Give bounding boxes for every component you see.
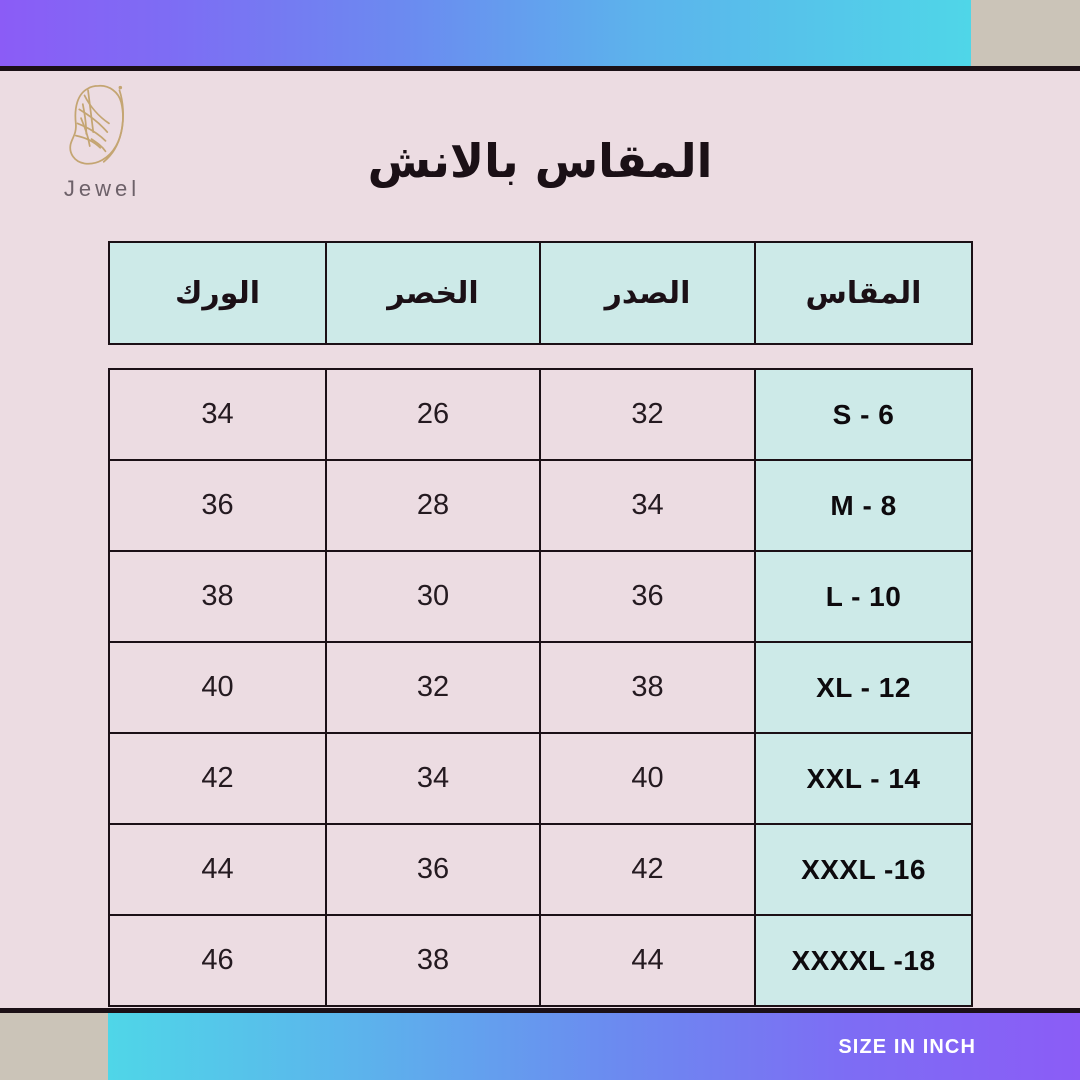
cell-waist: 38 bbox=[325, 914, 541, 1007]
table-header-row: المقاس الصدر الخصر الورك bbox=[108, 241, 973, 345]
cell-size: M - 8 bbox=[754, 459, 973, 552]
cell-chest: 44 bbox=[539, 914, 756, 1007]
cell-waist: 28 bbox=[325, 459, 541, 552]
cell-waist: 36 bbox=[325, 823, 541, 916]
cell-size: XL - 12 bbox=[754, 641, 973, 734]
brand-logo: Jewel bbox=[32, 78, 172, 218]
cell-chest: 36 bbox=[539, 550, 756, 643]
table-row: XXL - 14 40 34 42 bbox=[108, 732, 973, 825]
cell-size: S - 6 bbox=[754, 368, 973, 461]
cell-waist: 30 bbox=[325, 550, 541, 643]
size-table-header: المقاس الصدر الخصر الورك bbox=[108, 241, 973, 345]
butterfly-wing-icon bbox=[69, 84, 124, 165]
table-row: M - 8 34 28 36 bbox=[108, 459, 973, 552]
table-row: S - 6 32 26 34 bbox=[108, 368, 973, 461]
cell-size: XXXL -16 bbox=[754, 823, 973, 916]
cell-waist: 26 bbox=[325, 368, 541, 461]
column-header-chest: الصدر bbox=[539, 241, 756, 345]
table-row: XXXXL -18 44 38 46 bbox=[108, 914, 973, 1007]
brand-name: Jewel bbox=[63, 176, 141, 201]
cell-hip: 34 bbox=[108, 368, 327, 461]
cell-hip: 44 bbox=[108, 823, 327, 916]
cell-size: XXL - 14 bbox=[754, 732, 973, 825]
size-table-body: S - 6 32 26 34 M - 8 34 28 36 L - 10 36 … bbox=[108, 368, 973, 1007]
cell-chest: 40 bbox=[539, 732, 756, 825]
top-gradient-bar bbox=[0, 0, 971, 66]
cell-hip: 36 bbox=[108, 459, 327, 552]
column-header-size: المقاس bbox=[754, 241, 973, 345]
top-divider-rule bbox=[0, 66, 1080, 71]
column-header-waist: الخصر bbox=[325, 241, 541, 345]
cell-hip: 42 bbox=[108, 732, 327, 825]
cell-size: XXXXL -18 bbox=[754, 914, 973, 1007]
cell-waist: 32 bbox=[325, 641, 541, 734]
cell-size: L - 10 bbox=[754, 550, 973, 643]
cell-chest: 32 bbox=[539, 368, 756, 461]
unit-label: SIZE IN INCH bbox=[838, 1036, 976, 1058]
column-header-hip: الورك bbox=[108, 241, 327, 345]
cell-hip: 40 bbox=[108, 641, 327, 734]
table-row: XL - 12 38 32 40 bbox=[108, 641, 973, 734]
cell-hip: 38 bbox=[108, 550, 327, 643]
bottom-divider-rule bbox=[0, 1008, 1080, 1013]
cell-chest: 42 bbox=[539, 823, 756, 916]
bottom-gradient-bar bbox=[108, 1013, 1080, 1080]
cell-chest: 38 bbox=[539, 641, 756, 734]
cell-chest: 34 bbox=[539, 459, 756, 552]
table-row: XXXL -16 42 36 44 bbox=[108, 823, 973, 916]
cell-waist: 34 bbox=[325, 732, 541, 825]
cell-hip: 46 bbox=[108, 914, 327, 1007]
page-title: المقاس بالانش bbox=[367, 134, 713, 188]
table-row: L - 10 36 30 38 bbox=[108, 550, 973, 643]
